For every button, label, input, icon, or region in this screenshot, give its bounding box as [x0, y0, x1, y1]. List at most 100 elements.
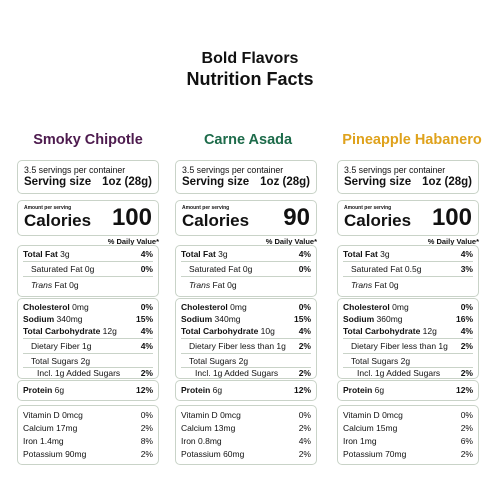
saturated-fat-amount: 0.5g — [404, 264, 422, 274]
serving-box: 3.5 servings per container Serving size … — [337, 160, 479, 194]
total-sugars-label: Total Sugars — [31, 356, 79, 366]
total-carb-row: Total Carbohydrate 12g 4% — [23, 326, 153, 337]
amount-per-serving-label: Amount per serving — [344, 205, 392, 211]
servings-per-container: 3.5 servings per container — [24, 165, 126, 175]
product-name: Pineapple Habanero — [342, 132, 482, 148]
calories-box: Amount per serving Calories 90 — [175, 200, 317, 236]
nutrition-panel: 3.5 servings per container Serving size … — [337, 160, 479, 465]
potassium-pct: 2% — [460, 449, 473, 459]
total-carb-row: Total Carbohydrate 10g 4% — [181, 326, 311, 337]
dietary-fiber-label: Dietary Fiber — [31, 341, 80, 351]
calcium-label: Calcium — [343, 423, 374, 433]
trans-fat-row: Trans Fat 0g — [343, 280, 473, 291]
servings-per-container: 3.5 servings per container — [344, 165, 446, 175]
dietary-fiber-amount: less than 1g — [240, 341, 286, 351]
serving-size-label: Serving size — [24, 176, 92, 188]
iron-amount: 1mg — [360, 436, 377, 446]
added-sugars-label: Incl. 1g Added Sugars — [357, 368, 441, 378]
added-sugars-pct: 2% — [298, 368, 311, 378]
saturated-fat-amount: 0g — [84, 264, 95, 274]
dietary-fiber-pct: 2% — [298, 341, 311, 351]
potassium-label: Potassium — [181, 449, 221, 459]
total-sugars-row: Total Sugars 2g — [181, 356, 311, 367]
iron-row: Iron 1.4mg 8% — [23, 436, 153, 447]
potassium-label: Potassium — [343, 449, 383, 459]
calcium-amount: 17mg — [56, 423, 78, 433]
saturated-fat-label: Saturated Fat — [31, 264, 83, 274]
total-fat-pct: 4% — [140, 249, 153, 259]
divider — [23, 261, 153, 262]
sodium-row: Sodium 340mg 15% — [181, 314, 311, 325]
brand-line: Bold Flavors — [201, 50, 299, 67]
protein-box: Protein 6g 12% — [175, 380, 317, 401]
total-fat-label: Total Fat — [343, 249, 378, 259]
potassium-row: Potassium 70mg 2% — [343, 449, 473, 460]
trans-fat-amount: 0g — [389, 280, 399, 290]
trans-fat-amount: 0g — [227, 280, 237, 290]
vitamin-d-row: Vitamin D 0mcg 0% — [343, 410, 473, 421]
total-fat-label: Total Fat — [181, 249, 216, 259]
total-fat-amount: 3g — [60, 249, 70, 259]
cholesterol-label: Cholesterol — [181, 302, 228, 312]
vitamin-d-row: Vitamin D 0mcg 0% — [23, 410, 153, 421]
vitamin-d-pct: 0% — [140, 410, 153, 420]
divider — [181, 261, 311, 262]
total-sugars-amount: 2g — [80, 356, 91, 366]
calories-label: Calories — [24, 211, 92, 230]
total-carb-pct: 4% — [140, 326, 153, 336]
sodium-row: Sodium 340mg 15% — [23, 314, 153, 325]
vitamin-d-amount: 0mcg — [220, 410, 241, 420]
daily-value-header: % Daily Value* — [107, 237, 159, 246]
calories-value: 100 — [431, 204, 472, 231]
cholesterol-pct: 0% — [140, 302, 153, 312]
serving-size-value: 1oz (28g) — [260, 176, 310, 188]
dietary-fiber-row: Dietary Fiber 1g 4% — [23, 341, 153, 352]
potassium-pct: 2% — [298, 449, 311, 459]
total-fat-label: Total Fat — [23, 249, 58, 259]
saturated-fat-pct: 0% — [140, 264, 153, 274]
calcium-row: Calcium 15mg 2% — [343, 423, 473, 434]
potassium-amount: 60mg — [223, 449, 245, 459]
divider — [181, 367, 311, 368]
calcium-amount: 13mg — [214, 423, 236, 433]
potassium-row: Potassium 90mg 2% — [23, 449, 153, 460]
added-sugars-row: Incl. 1g Added Sugars 2% — [181, 368, 311, 379]
dietary-fiber-label: Dietary Fiber — [351, 341, 400, 351]
protein-label: Protein — [343, 385, 373, 395]
calcium-label: Calcium — [181, 423, 212, 433]
total-carb-amount: 10g — [260, 326, 275, 336]
added-sugars-label: Incl. 1g Added Sugars — [195, 368, 279, 378]
sodium-pct: 15% — [135, 314, 153, 324]
divider — [181, 353, 311, 354]
total-fat-amount: 3g — [380, 249, 390, 259]
total-sugars-label: Total Sugars — [351, 356, 399, 366]
calories-box: Amount per serving Calories 100 — [337, 200, 479, 236]
cholesterol-amount: 0mg — [72, 302, 89, 312]
vitamins-box: Vitamin D 0mcg 0% Calcium 17mg 2% Iron 1… — [17, 405, 159, 465]
sodium-pct: 15% — [293, 314, 311, 324]
serving-size-row: Serving size 1oz (28g) — [182, 176, 310, 188]
potassium-label: Potassium — [23, 449, 63, 459]
dietary-fiber-row: Dietary Fiber less than 1g 2% — [343, 341, 473, 352]
calcium-pct: 2% — [460, 423, 473, 433]
total-carb-amount: 12g — [422, 326, 437, 336]
protein-amount: 6g — [374, 385, 385, 395]
vitamin-d-pct: 0% — [298, 410, 311, 420]
potassium-pct: 2% — [140, 449, 153, 459]
total-fat-row: Total Fat 3g 4% — [343, 249, 473, 260]
calcium-row: Calcium 17mg 2% — [23, 423, 153, 434]
calories-label: Calories — [182, 211, 250, 230]
trans-fat-amount: 0g — [69, 280, 79, 290]
divider — [23, 276, 153, 277]
fat-box: Total Fat 3g 4% Saturated Fat 0.5g 3% Tr… — [337, 245, 479, 297]
cholesterol-pct: 0% — [460, 302, 473, 312]
calories-value: 100 — [111, 204, 152, 231]
divider — [343, 367, 473, 368]
serving-size-row: Serving size 1oz (28g) — [24, 176, 152, 188]
dietary-fiber-pct: 4% — [140, 341, 153, 351]
saturated-fat-label: Saturated Fat — [351, 264, 403, 274]
amount-per-serving-label: Amount per serving — [182, 205, 230, 211]
total-fat-pct: 4% — [298, 249, 311, 259]
protein-row: Protein 6g 12% — [181, 385, 311, 396]
vitamin-d-row: Vitamin D 0mcg 0% — [181, 410, 311, 421]
